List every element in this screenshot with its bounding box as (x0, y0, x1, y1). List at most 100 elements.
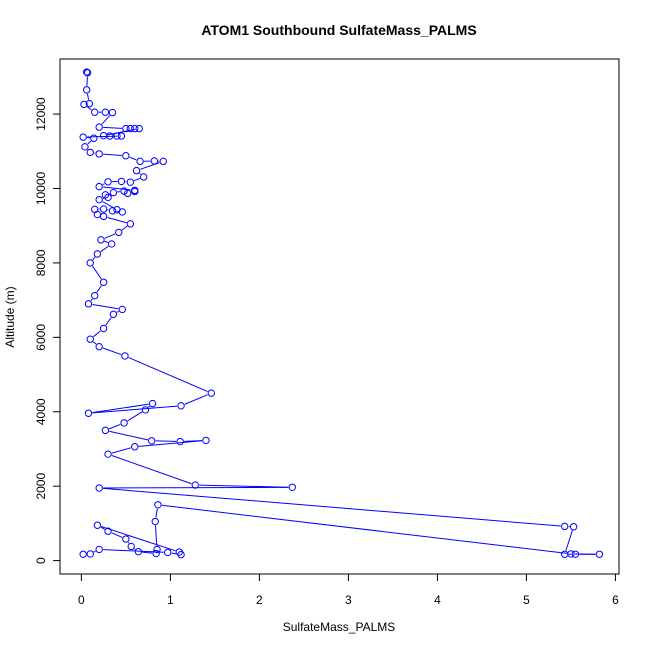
series-segment (116, 310, 120, 313)
data-point (136, 157, 144, 166)
data-point (86, 148, 94, 157)
data-point (177, 402, 185, 410)
data-point (152, 549, 160, 558)
series-segment (92, 304, 119, 310)
data-point (95, 150, 103, 158)
data-point (120, 419, 128, 427)
series-segment (121, 225, 128, 231)
series-segment (86, 93, 90, 100)
series-segment (90, 298, 93, 301)
data-point (101, 108, 110, 116)
data-point (131, 443, 139, 451)
data-point (95, 182, 103, 191)
series-segment (103, 153, 122, 156)
data-point (107, 240, 116, 248)
data-point (83, 69, 92, 77)
data-point (122, 535, 130, 543)
data-point (148, 399, 157, 408)
data-point (95, 342, 103, 351)
data-point (122, 152, 130, 160)
data-point (126, 178, 135, 186)
data-point (153, 545, 161, 554)
series-segment (103, 487, 561, 527)
x-tick-label: 6 (612, 593, 619, 607)
series-segment (111, 532, 123, 538)
series-segment (87, 135, 118, 138)
series-segment (87, 140, 92, 145)
series-segment (565, 530, 573, 551)
data-point (567, 550, 575, 558)
data-point (115, 228, 123, 237)
data-point (150, 157, 159, 165)
data-point (95, 484, 103, 492)
series-segment (86, 106, 92, 111)
x-tick-label: 5 (523, 593, 530, 607)
y-tick-label: 4000 (34, 398, 48, 425)
series-segment (148, 405, 150, 408)
series-segment (161, 504, 568, 554)
data-point (288, 483, 297, 491)
data-point (117, 132, 126, 140)
series-segment (101, 115, 111, 125)
data-point (93, 250, 102, 258)
data-point (561, 522, 569, 531)
y-tick-label: 10000 (34, 171, 48, 205)
series-segment (100, 245, 109, 253)
series-segment (102, 347, 122, 356)
data-point (109, 188, 118, 197)
data-point (571, 550, 580, 558)
data-point (106, 132, 114, 140)
series-segment (102, 183, 105, 186)
series-segment (104, 240, 109, 243)
y-tick-label: 6000 (34, 324, 48, 351)
y-tick-label: 12000 (34, 97, 48, 131)
series-segment (154, 525, 158, 546)
series-segment (184, 394, 208, 405)
data-point (141, 406, 150, 414)
x-tick-label: 4 (434, 593, 441, 607)
data-point (113, 132, 121, 140)
data-point (151, 517, 159, 526)
data-point (176, 437, 184, 446)
data-point (595, 550, 604, 558)
data-point (104, 193, 112, 202)
data-point (561, 550, 569, 558)
data-point (83, 86, 91, 94)
data-point (108, 207, 117, 215)
series-segment (128, 357, 208, 393)
data-point (99, 278, 108, 286)
data-point (118, 305, 127, 314)
data-point (147, 437, 156, 445)
series-segment (93, 330, 101, 338)
data-point (122, 124, 130, 133)
series-segment (142, 551, 153, 554)
series-segment (129, 156, 137, 161)
data-point (101, 191, 110, 199)
series-segment (96, 285, 102, 293)
data-point (164, 548, 172, 557)
data-point (139, 173, 148, 181)
x-tick-label: 0 (78, 593, 85, 607)
data-point (154, 501, 162, 509)
data-point (99, 324, 108, 333)
data-point (109, 310, 118, 318)
data-point (202, 436, 210, 445)
series-segment (102, 201, 114, 209)
data-point (120, 187, 128, 195)
series-segment (155, 508, 158, 518)
y-axis-label: Altitude (m) (3, 286, 17, 347)
y-tick-label: 0 (34, 557, 48, 564)
data-point (86, 259, 94, 267)
series-segment (92, 403, 149, 414)
series-segment (100, 526, 105, 530)
series-segment (127, 411, 143, 422)
data-point (132, 166, 141, 175)
data-point (131, 124, 139, 133)
series-segment (103, 126, 122, 129)
series-segment (199, 484, 289, 488)
data-point (101, 426, 110, 435)
data-point (85, 99, 94, 108)
data-point (80, 100, 88, 109)
data-point (126, 124, 135, 133)
